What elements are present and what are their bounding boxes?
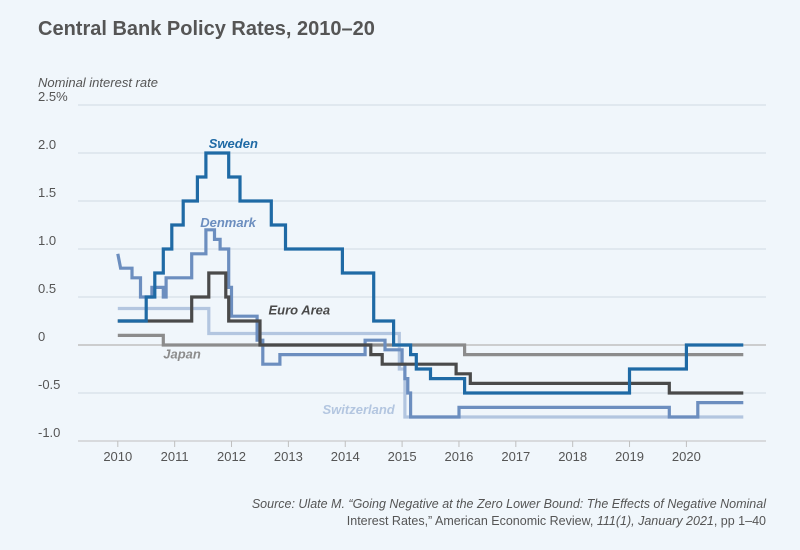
series-line-euro-area: [117, 271, 744, 395]
series-label-japan: Japan: [163, 346, 201, 361]
line-chart: 2.5% 2.0 1.5 1.0 0.5 0 -0.5 -1.0 2010 2011 2012 201…: [38, 75, 766, 464]
gridlines: [78, 104, 766, 442]
y-tick-label: 2.5%: [38, 89, 68, 104]
x-tick-label: 2014: [331, 449, 360, 464]
x-tick-label: 2016: [444, 449, 473, 464]
series-label-denmark: Denmark: [200, 215, 256, 230]
source-note: Source: Ulate M. “Going Negative at the …: [166, 496, 766, 530]
axes: 2.5% 2.0 1.5 1.0 0.5 0 -0.5 -1.0 2010 2011 2012 201…: [38, 89, 766, 464]
y-tick-label: 1.5: [38, 185, 56, 200]
y-tick-label: -1.0: [38, 425, 60, 440]
series-label-euro-area: Euro Area: [268, 302, 330, 317]
x-tick-label: 2012: [217, 449, 246, 464]
y-tick-label: 2.0: [38, 137, 56, 152]
source-line-2-start: Interest Rates,” American Economic Revie…: [346, 514, 597, 528]
series: [116, 151, 744, 419]
y-tick-label: -0.5: [38, 377, 60, 392]
series-line-sweden: [117, 151, 744, 395]
x-tick-label: 2018: [558, 449, 587, 464]
y-tick-label: 1.0: [38, 233, 56, 248]
x-tick-label: 2019: [615, 449, 644, 464]
series-line-denmark: [116, 228, 744, 419]
series-label-sweden: Sweden: [209, 136, 258, 151]
x-tick-label: 2011: [161, 449, 189, 464]
source-line-1: Source: Ulate M. “Going Negative at the …: [251, 497, 766, 511]
x-tick-label: 2013: [274, 449, 303, 464]
chart-title: Central Bank Policy Rates, 2010–20: [38, 18, 375, 40]
series-labels: Japan Switzerland Denmark Euro Area Sweden: [163, 136, 396, 417]
y-tick-label: 0: [38, 329, 45, 344]
series-label-switzerland: Switzerland: [322, 402, 395, 417]
source-line-2-end: , pp 1–40: [713, 514, 766, 528]
x-tick-label: 2020: [672, 449, 701, 464]
x-tick-label: 2010: [103, 449, 132, 464]
y-tick-label: 0.5: [38, 281, 56, 296]
x-tick-label: 2015: [388, 449, 417, 464]
y-axis-label: Nominal interest rate: [38, 75, 158, 90]
source-line-2-italic: 111(1), January 2021: [596, 514, 714, 528]
x-tick-label: 2017: [501, 449, 530, 464]
